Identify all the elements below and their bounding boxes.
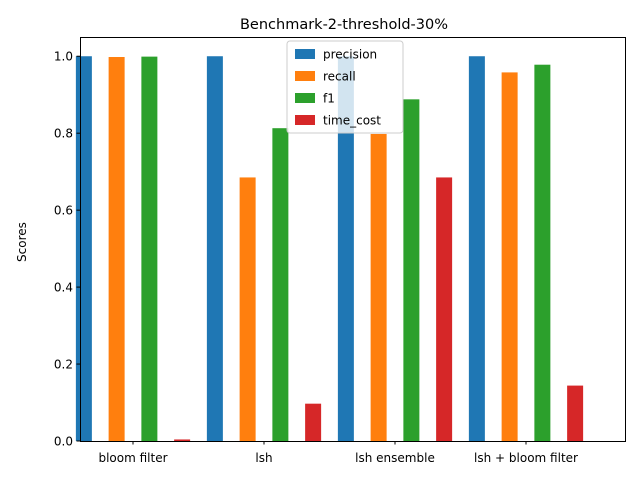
bar-time-cost-0 — [174, 439, 191, 441]
legend-label-time-cost: time_cost — [323, 114, 381, 128]
legend: precision recall f1 time_cost — [286, 40, 404, 134]
y-tick-label: 0.6 — [54, 204, 73, 218]
x-tick-label: lsh + bloom filter — [474, 451, 578, 465]
legend-box — [286, 40, 404, 134]
y-tick-label: 0.0 — [54, 435, 73, 449]
bar-precision-3 — [468, 56, 485, 441]
bar-time-cost-1 — [305, 403, 322, 441]
bar-f1-1 — [272, 128, 289, 441]
bar-precision-1 — [206, 56, 223, 441]
bar-time-cost-3 — [567, 385, 584, 441]
bar-precision-0 — [75, 56, 92, 441]
legend-swatch-time-cost — [295, 115, 315, 125]
legend-label-f1: f1 — [323, 92, 335, 106]
legend-swatch-precision — [295, 49, 315, 59]
bar-recall-2 — [370, 133, 387, 441]
y-tick-label: 0.2 — [54, 358, 73, 372]
legend-label-recall: recall — [323, 70, 356, 84]
y-tick-label: 1.0 — [54, 50, 73, 64]
y-tick-label: 0.8 — [54, 127, 73, 141]
legend-label-precision: precision — [323, 48, 377, 62]
bar-recall-0 — [108, 57, 125, 441]
bar-recall-3 — [501, 72, 518, 441]
bar-f1-2 — [403, 99, 420, 442]
legend-swatch-recall — [295, 71, 315, 81]
y-axis-label: Scores — [15, 222, 29, 262]
bar-f1-0 — [141, 56, 158, 441]
y-ticks: 0.0 0.2 0.4 0.6 0.8 1.0 — [54, 50, 80, 449]
bar-recall-1 — [239, 177, 256, 441]
bar-precision-2 — [337, 56, 354, 441]
legend-swatch-f1 — [295, 93, 315, 103]
chart-title: Benchmark-2-threshold-30% — [240, 17, 448, 33]
x-tick-label: lsh — [255, 451, 272, 465]
x-ticks: bloom filter lsh lsh ensemble lsh + bloom f… — [98, 441, 578, 465]
bars-group — [75, 56, 584, 442]
bar-f1-3 — [534, 64, 551, 442]
plot-frame — [80, 37, 626, 442]
bar-time-cost-2 — [436, 177, 453, 441]
y-tick-label: 0.4 — [54, 281, 73, 295]
x-tick-label: lsh ensemble — [355, 451, 435, 465]
x-tick-label: bloom filter — [98, 451, 167, 465]
